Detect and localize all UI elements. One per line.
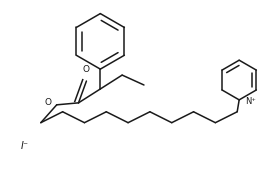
- Text: O: O: [83, 65, 90, 74]
- Text: I⁻: I⁻: [21, 141, 29, 151]
- Text: O: O: [45, 98, 52, 107]
- Text: N⁺: N⁺: [245, 97, 256, 106]
